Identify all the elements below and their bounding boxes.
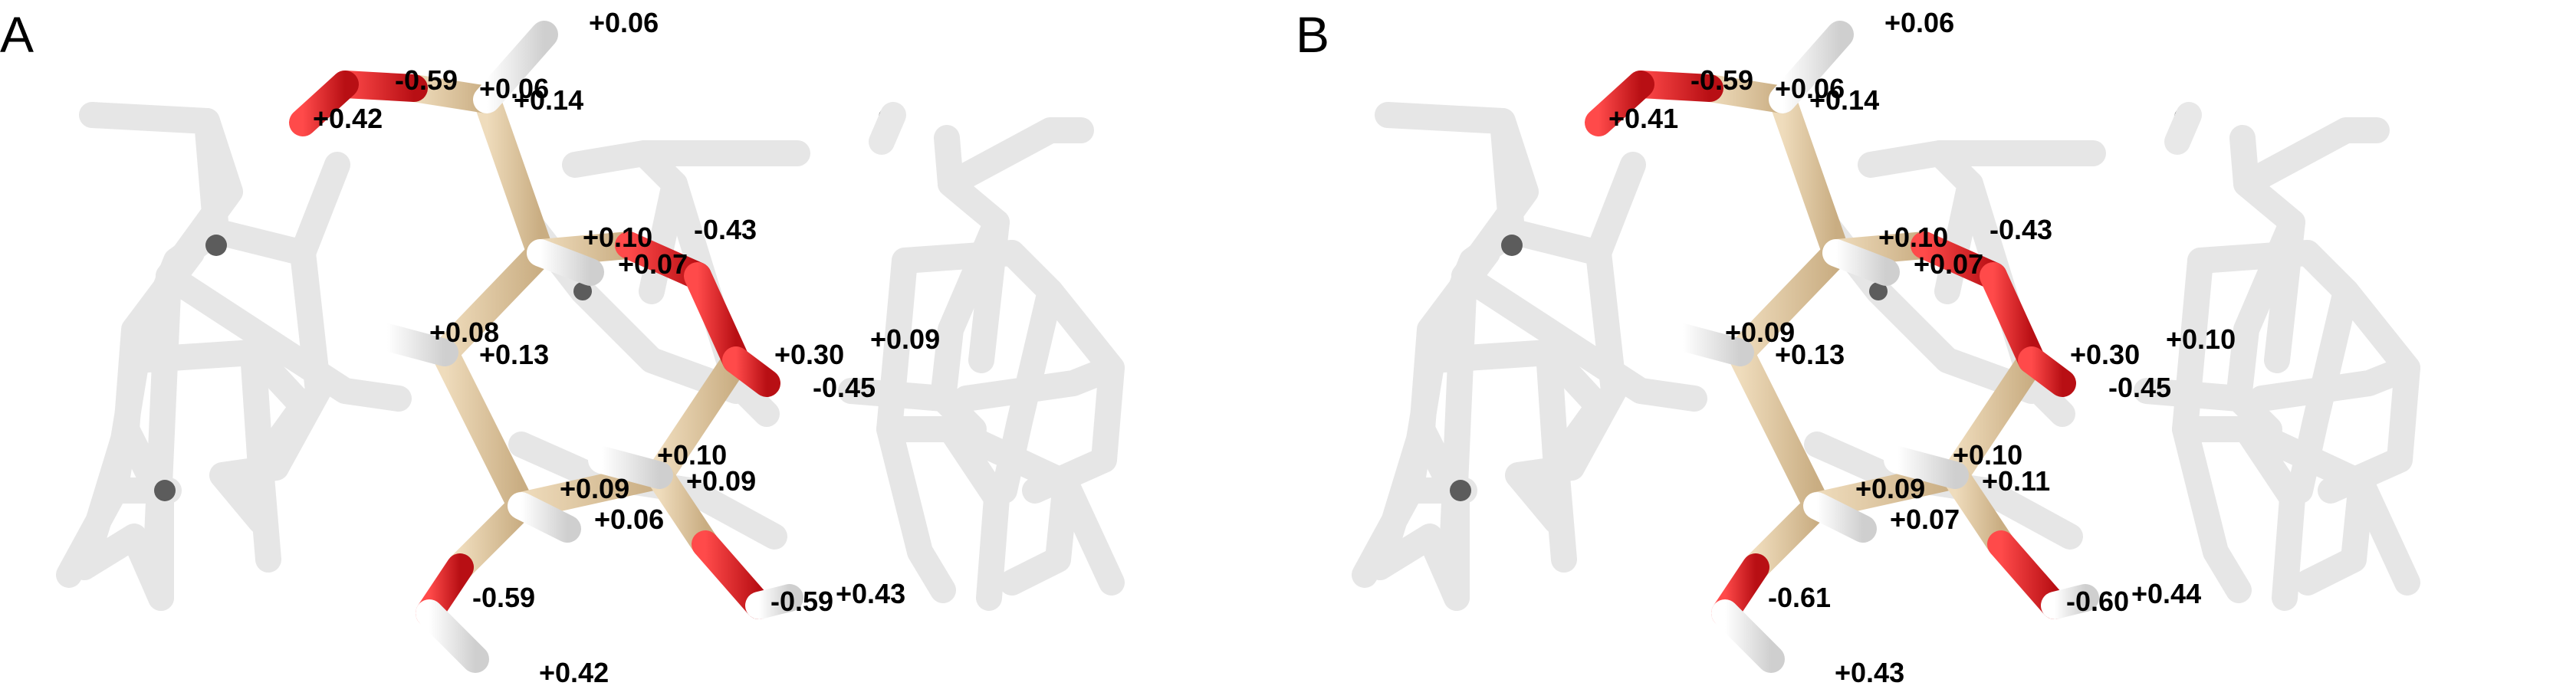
charge-label: +0.09 bbox=[1855, 473, 1925, 504]
charge-label: +0.14 bbox=[514, 84, 583, 116]
charge-label: +0.06 bbox=[1775, 73, 1845, 104]
panel-label: B bbox=[1296, 6, 1329, 63]
charge-label: +0.42 bbox=[313, 103, 383, 134]
charge-label: +0.09 bbox=[870, 323, 940, 355]
charge-label: +0.14 bbox=[1809, 84, 1879, 116]
molecule-b bbox=[1365, 34, 2407, 659]
charge-label: +0.06 bbox=[589, 7, 659, 38]
charge-label: -0.45 bbox=[2108, 372, 2171, 403]
charge-label: +0.06 bbox=[479, 73, 549, 104]
charge-label: +0.11 bbox=[1982, 465, 2050, 497]
charge-label: +0.09 bbox=[560, 473, 629, 504]
charge-label: +0.06 bbox=[1884, 7, 1954, 38]
charge-label: +0.43 bbox=[836, 578, 905, 609]
charge-label: +0.09 bbox=[686, 465, 756, 497]
charge-label: -0.60 bbox=[2066, 586, 2129, 617]
charge-label: -0.59 bbox=[395, 64, 458, 96]
charge-label: +0.09 bbox=[1725, 317, 1795, 348]
charge-label: -0.43 bbox=[1990, 214, 2052, 245]
charge-label: +0.10 bbox=[657, 439, 727, 471]
charge-label: +0.07 bbox=[1914, 248, 1983, 280]
charge-label: +0.41 bbox=[1608, 103, 1678, 134]
charge-label: +0.10 bbox=[1953, 439, 2022, 471]
charge-label: -0.61 bbox=[1768, 582, 1831, 613]
charge-label: +0.44 bbox=[2131, 578, 2201, 609]
charge-label: -0.59 bbox=[770, 586, 833, 617]
charge-label: +0.06 bbox=[594, 504, 664, 535]
charge-label: +0.07 bbox=[618, 248, 688, 280]
charge-label: +0.42 bbox=[539, 657, 609, 688]
charge-label: -0.45 bbox=[813, 372, 876, 403]
charge-label: +0.43 bbox=[1835, 657, 1904, 688]
charge-label: +0.08 bbox=[429, 317, 499, 348]
charge-label: +0.30 bbox=[2070, 339, 2140, 370]
molecule-a bbox=[69, 34, 1112, 659]
charge-label: +0.10 bbox=[1878, 222, 1948, 253]
charge-label: +0.13 bbox=[1775, 339, 1845, 370]
charge-labels: +0.06-0.59 +0.06+0.14+0.42+0.10 -0.43+0.07… bbox=[313, 7, 2236, 688]
charge-label: -0.43 bbox=[694, 214, 757, 245]
panel-a: A bbox=[0, 6, 1112, 659]
charge-label: +0.07 bbox=[1890, 504, 1960, 535]
charge-label: +0.30 bbox=[774, 339, 844, 370]
panel-b: B bbox=[1296, 6, 2407, 659]
charge-label: -0.59 bbox=[1691, 64, 1753, 96]
panel-label: A bbox=[0, 6, 34, 63]
charge-label: +0.10 bbox=[583, 222, 652, 253]
charge-label: -0.59 bbox=[472, 582, 535, 613]
charge-label: +0.10 bbox=[2166, 323, 2236, 355]
charge-label: +0.13 bbox=[479, 339, 549, 370]
